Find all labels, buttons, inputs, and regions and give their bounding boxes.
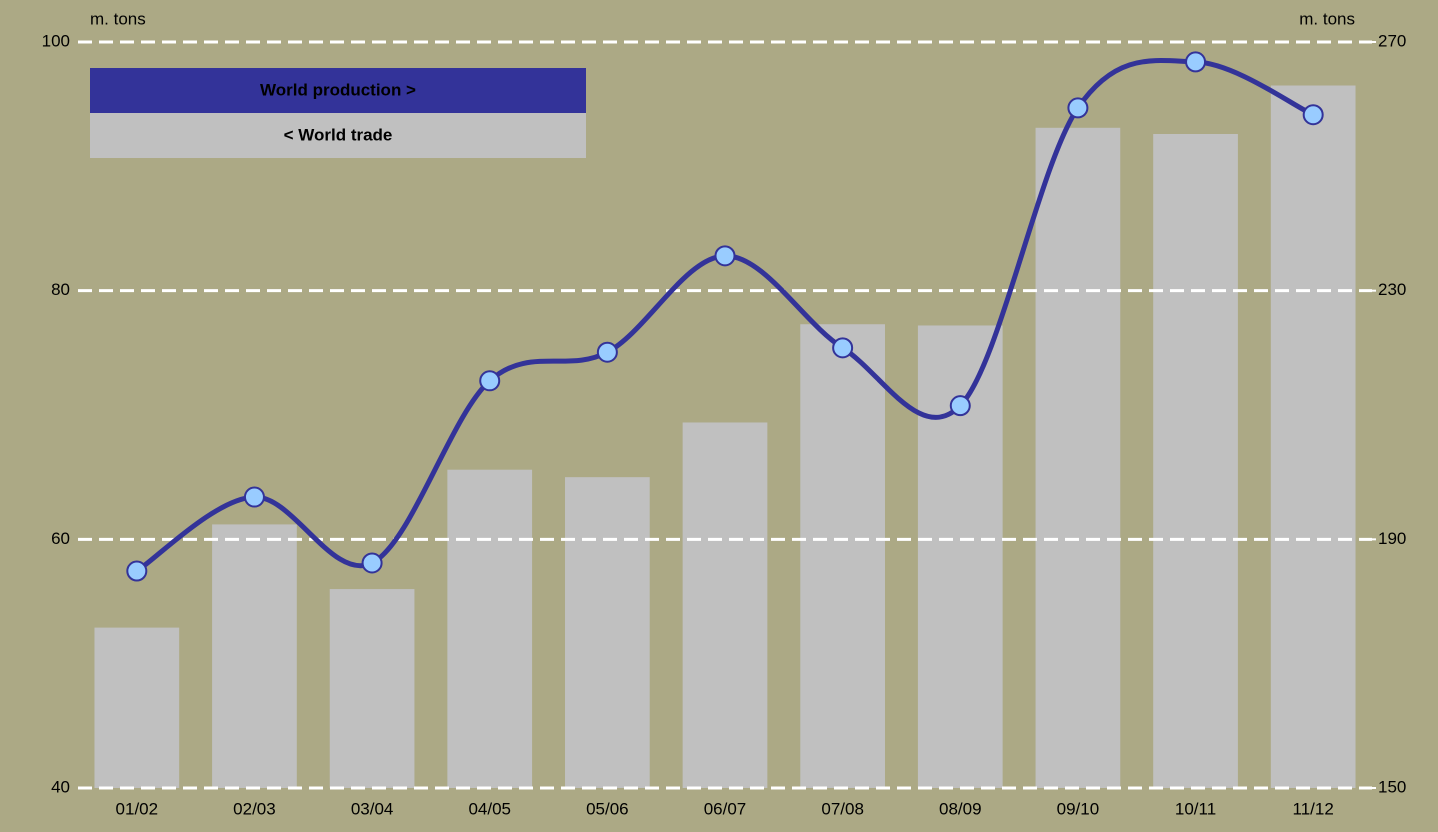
bar	[94, 627, 180, 788]
x-tick-label: 05/06	[586, 799, 629, 818]
marker	[949, 395, 971, 417]
x-tick-label: 09/10	[1057, 799, 1100, 818]
bar	[212, 524, 297, 788]
legend-label: World production >	[260, 80, 416, 99]
x-tick-label: 02/03	[233, 799, 276, 818]
legend-swatch	[90, 68, 586, 113]
marker	[1185, 51, 1207, 73]
x-tick-label: 04/05	[468, 799, 511, 818]
marker	[479, 370, 501, 392]
y-axis-label: m. tons	[90, 9, 146, 28]
marker	[126, 560, 148, 582]
bar	[1153, 134, 1238, 789]
marker	[832, 337, 854, 359]
marker	[714, 245, 736, 267]
y2-tick-label: 190	[1378, 529, 1406, 548]
y2-tick-label: 150	[1378, 777, 1406, 796]
y-tick-label: 60	[51, 529, 70, 548]
bar	[447, 469, 533, 788]
bar	[682, 422, 768, 788]
x-tick-label: 07/08	[821, 799, 864, 818]
marker	[596, 341, 618, 363]
legend-label: < World trade	[284, 125, 393, 144]
bar	[917, 325, 1003, 788]
x-tick-label: 08/09	[939, 799, 982, 818]
legend-swatch	[90, 113, 586, 158]
y2-tick-label: 230	[1378, 280, 1406, 299]
bar	[1270, 85, 1356, 789]
marker	[1302, 104, 1324, 126]
bar	[800, 324, 885, 788]
marker	[361, 552, 383, 574]
x-tick-label: 10/11	[1175, 799, 1216, 818]
x-tick-label: 03/04	[351, 799, 394, 818]
y2-tick-label: 270	[1378, 31, 1406, 50]
marker	[243, 486, 265, 508]
bar	[329, 589, 415, 788]
bar	[1035, 127, 1121, 789]
marker	[1067, 97, 1089, 119]
y2-axis-label: m. tons	[1299, 9, 1355, 28]
x-tick-label: 01/02	[116, 799, 159, 818]
x-tick-label: 06/07	[704, 799, 747, 818]
bar	[565, 477, 650, 788]
x-tick-label: 11/12	[1293, 799, 1334, 818]
y-tick-label: 100	[42, 31, 70, 50]
y-tick-label: 80	[51, 280, 70, 299]
y-tick-label: 40	[51, 777, 70, 796]
